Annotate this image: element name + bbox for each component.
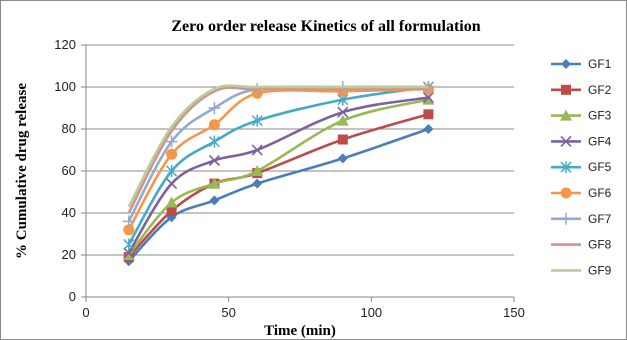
data-point-gf1 [252, 178, 263, 189]
series-line-gf1 [127, 127, 429, 263]
legend-label: GF8 [588, 238, 612, 252]
data-point-gf7 [165, 135, 178, 148]
series-line-gf5 [127, 85, 429, 246]
y-tick-label: 60 [62, 163, 76, 178]
data-point-gf3 [251, 165, 264, 176]
data-point-gf7 [208, 102, 221, 114]
series-gf9 [127, 84, 429, 208]
data-point-gf4 [123, 247, 135, 259]
data-point-gf3 [336, 114, 349, 126]
legend-marker [560, 212, 572, 225]
chart-title: Zero order release Kinetics of all formu… [171, 18, 480, 35]
legend-label: GF7 [588, 212, 612, 226]
legend-item-gf7: GF7 [551, 212, 612, 226]
legend-label: GF9 [588, 263, 612, 277]
series-line-gf9 [127, 84, 429, 208]
y-tick-label: 0 [69, 289, 76, 304]
legend-item-gf1: GF1 [551, 57, 612, 71]
y-axis-label: % Cumulative drug release [14, 83, 30, 259]
data-point-gf5 [208, 135, 220, 148]
legend-marker [560, 109, 572, 121]
y-tick-label: 40 [62, 205, 76, 220]
series-line-gf6 [127, 87, 429, 231]
data-point-gf3 [208, 177, 221, 189]
legend-item-gf9: GF9 [551, 263, 612, 277]
data-point-gf1 [209, 195, 220, 206]
data-point-gf3 [122, 249, 135, 260]
tick-labels: 0 20 40 60 80 100 120 0 50 100 150 [54, 37, 525, 320]
y-tick-label: 20 [62, 247, 76, 262]
x-axis-label: Time (min) [264, 323, 336, 339]
data-point-gf4 [208, 154, 220, 167]
y-tick-label: 120 [54, 37, 76, 52]
data-point-gf5 [166, 165, 178, 177]
data-point-gf2 [166, 205, 177, 216]
legend-marker [560, 187, 572, 199]
data-point-gf4 [251, 144, 263, 156]
data-point-gf6 [123, 224, 135, 236]
data-point-gf2 [337, 134, 348, 145]
legend-item-gf5: GF5 [551, 160, 612, 174]
series-line-gf8 [127, 86, 429, 214]
legend-label: GF4 [588, 134, 612, 148]
data-point-gf1 [337, 153, 348, 164]
legend-item-gf3: GF3 [551, 109, 612, 123]
data-point-gf6 [208, 119, 220, 131]
data-point-gf5 [123, 238, 135, 251]
legend-marker [561, 84, 571, 95]
legend-label: GF2 [588, 83, 612, 97]
legend-marker [560, 135, 572, 147]
series-gf4 [123, 91, 434, 259]
series-gf3 [122, 93, 435, 260]
series-gf8 [127, 86, 429, 214]
x-tick-label: 100 [360, 305, 382, 320]
data-point-gf3 [422, 93, 435, 105]
data-point-gf1 [423, 124, 434, 134]
legend-label: GF6 [588, 186, 612, 200]
data-point-gf6 [166, 148, 178, 160]
legend-label: GF3 [588, 109, 612, 123]
x-tick-label: 50 [221, 305, 235, 320]
x-tick-label: 0 [82, 305, 89, 320]
data-point-gf4 [166, 178, 178, 190]
data-point-gf3 [165, 196, 178, 208]
data-point-gf4 [422, 91, 434, 104]
legend-marker [560, 161, 572, 174]
axes [85, 45, 514, 298]
data-point-gf4 [337, 106, 349, 118]
legend-item-gf6: GF6 [551, 186, 612, 200]
legend-item-gf8: GF8 [551, 238, 612, 252]
x-tick-label: 150 [503, 305, 525, 320]
legend-marker [561, 59, 571, 69]
legend-item-gf4: GF4 [551, 134, 612, 148]
series [122, 81, 435, 267]
data-point-gf7 [122, 215, 135, 228]
series-line-gf4 [127, 96, 429, 254]
legend-item-gf2: GF2 [551, 83, 612, 97]
y-tick-label: 80 [62, 121, 76, 136]
data-point-gf2 [423, 109, 434, 120]
legend-label: GF5 [588, 160, 612, 174]
y-tick-label: 100 [54, 79, 76, 94]
legend-label: GF1 [588, 57, 612, 71]
data-point-gf5 [251, 114, 263, 127]
legend: GF1 GF2 GF3 GF4 GF5 GF6 GF7 GF8 GF9 [551, 57, 612, 277]
